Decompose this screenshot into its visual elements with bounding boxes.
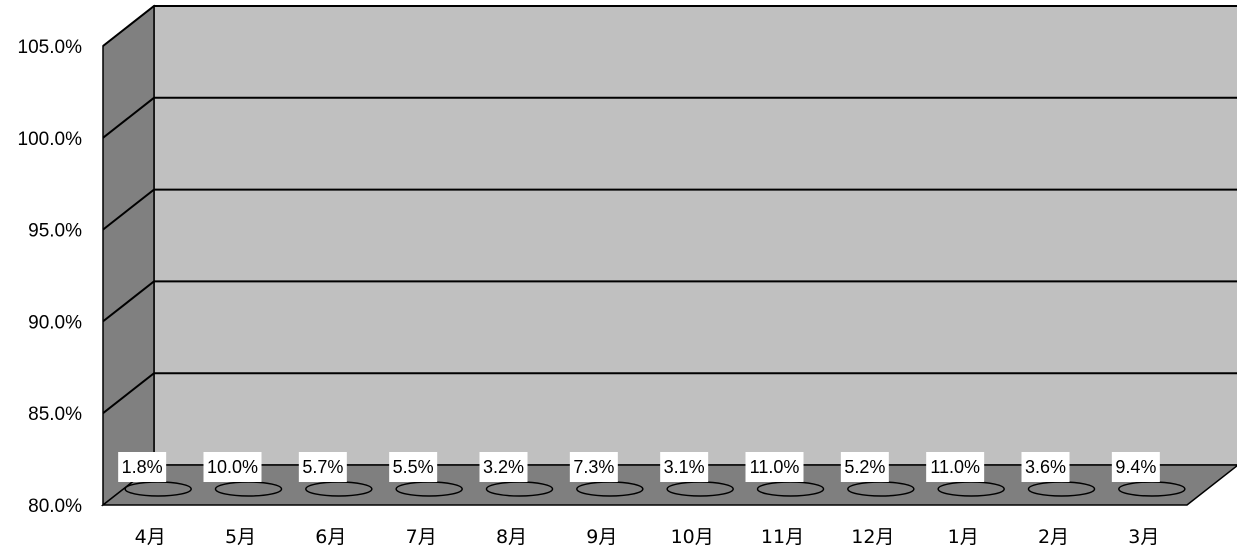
- y-tick-label: 80.0%: [28, 496, 82, 517]
- data-label-text: 5.7%: [302, 457, 343, 477]
- data-label-text: 11.0%: [750, 457, 800, 477]
- x-axis-labels: 4月 5月 6月 7月 8月 9月 10月 11月 12月 1月 2月 3月: [135, 526, 1160, 548]
- data-label: 3.1%: [660, 452, 709, 482]
- gridline: [102, 96, 1237, 139]
- y-axis-labels: 80.0% 85.0% 90.0% 95.0% 100.0% 105.0%: [18, 37, 83, 517]
- data-label: 3.2%: [479, 452, 528, 482]
- data-label-text: 3.2%: [483, 457, 524, 477]
- data-label: 10.0%: [203, 452, 262, 482]
- data-label-text: 9.4%: [1115, 457, 1156, 477]
- x-tick-label: 8月: [496, 526, 527, 548]
- data-label: 1.8%: [118, 452, 167, 482]
- data-label: 11.0%: [926, 452, 985, 482]
- x-tick-label: 5月: [225, 526, 256, 548]
- gridline: [102, 372, 1237, 414]
- back-wall: [153, 5, 1237, 466]
- gridline: [102, 188, 1237, 231]
- data-label-text: 11.0%: [930, 457, 980, 477]
- data-label: 5.2%: [840, 452, 889, 482]
- data-label: 9.4%: [1111, 452, 1160, 482]
- x-tick-label: 3月: [1128, 526, 1159, 548]
- gridline: [102, 5, 1237, 47]
- data-label-text: 3.1%: [664, 457, 705, 477]
- x-tick-label: 2月: [1038, 526, 1069, 548]
- data-label-text: 5.2%: [844, 457, 885, 477]
- data-label-text: 10.0%: [207, 457, 258, 477]
- data-label: 5.5%: [389, 452, 438, 482]
- x-tick-label: 12月: [851, 526, 894, 548]
- y-tick-label: 90.0%: [28, 312, 82, 333]
- x-tick-label: 11月: [761, 526, 804, 548]
- y-tick-label: 85.0%: [28, 404, 82, 425]
- x-tick-label: 10月: [671, 526, 714, 548]
- data-labels: 1.8% 10.0% 5.7% 5.5% 3.2% 7.3% 3.1% 11.0% 5.2% 11…: [118, 452, 1160, 482]
- data-label: 3.6%: [1021, 452, 1070, 482]
- data-label: 7.3%: [569, 452, 618, 482]
- y-tick-label: 105.0%: [18, 37, 83, 58]
- data-label-text: 7.3%: [573, 457, 614, 477]
- gridlines: [102, 5, 1237, 414]
- x-tick-label: 6月: [315, 526, 346, 548]
- chart-walls: [100, 4, 1237, 507]
- x-tick-label: 1月: [948, 526, 979, 548]
- gridline: [102, 280, 1237, 323]
- x-tick-label: 9月: [586, 526, 617, 548]
- data-label: 11.0%: [745, 452, 804, 482]
- data-label-text: 5.5%: [393, 457, 434, 477]
- y-tick-label: 95.0%: [28, 221, 82, 242]
- data-label-text: 1.8%: [122, 457, 163, 477]
- side-wall: [102, 4, 155, 507]
- x-tick-label: 4月: [135, 526, 166, 548]
- x-tick-label: 7月: [406, 526, 437, 548]
- data-label-text: 3.6%: [1025, 457, 1066, 477]
- data-label: 5.7%: [298, 452, 347, 482]
- y-tick-label: 100.0%: [18, 129, 83, 150]
